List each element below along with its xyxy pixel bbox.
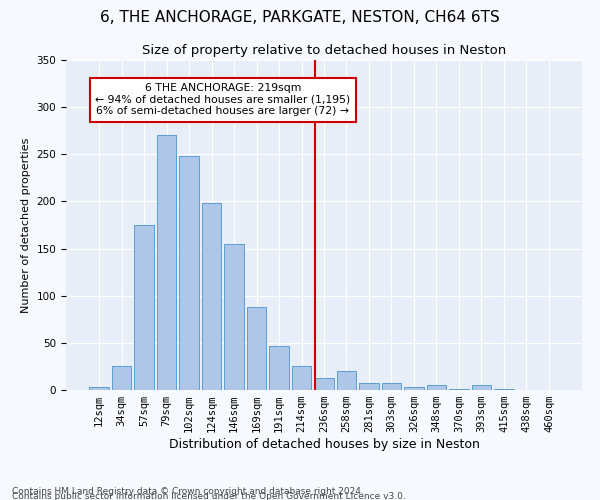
Bar (134, 225, 154, 390)
Bar (382, 384, 401, 390)
Bar (404, 387, 424, 390)
Bar (292, 366, 311, 390)
Bar (472, 386, 491, 390)
Bar (427, 386, 446, 390)
Bar (449, 389, 469, 390)
Y-axis label: Number of detached properties: Number of detached properties (21, 138, 31, 312)
Bar (314, 378, 334, 390)
Bar (89, 387, 109, 390)
Bar (337, 371, 356, 390)
Bar (269, 346, 289, 390)
X-axis label: Distribution of detached houses by size in Neston: Distribution of detached houses by size … (169, 438, 479, 451)
Text: 6, THE ANCHORAGE, PARKGATE, NESTON, CH64 6TS: 6, THE ANCHORAGE, PARKGATE, NESTON, CH64… (100, 10, 500, 25)
Bar (157, 136, 176, 390)
Bar (494, 389, 514, 390)
Bar (247, 307, 266, 390)
Bar (359, 384, 379, 390)
Bar (202, 204, 221, 390)
Bar (179, 156, 199, 390)
Text: Contains HM Land Registry data © Crown copyright and database right 2024.: Contains HM Land Registry data © Crown c… (12, 486, 364, 496)
Bar (224, 244, 244, 390)
Text: Contains public sector information licensed under the Open Government Licence v3: Contains public sector information licen… (12, 492, 406, 500)
Title: Size of property relative to detached houses in Neston: Size of property relative to detached ho… (142, 44, 506, 58)
Text: 6 THE ANCHORAGE: 219sqm
← 94% of detached houses are smaller (1,195)
6% of semi-: 6 THE ANCHORAGE: 219sqm ← 94% of detache… (95, 83, 350, 116)
Bar (112, 366, 131, 390)
